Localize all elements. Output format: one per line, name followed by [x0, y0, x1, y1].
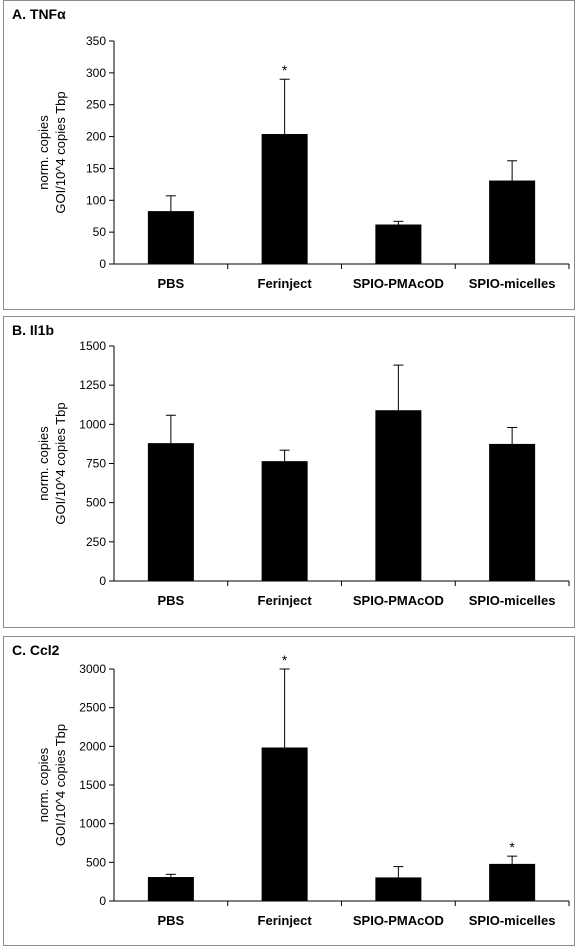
panel-tnfa: A. TNFα 0 50 100 150 200 250 300 350 norm. copie… — [3, 0, 575, 310]
y-axis-label: norm. copies — [36, 115, 51, 190]
bar — [147, 877, 194, 901]
y-tick-label: 0 — [99, 257, 106, 271]
y-tick-label: 150 — [86, 161, 106, 175]
bar — [147, 443, 194, 581]
panel-ccl2: C. Ccl2 0 500 1000 1500 2000 2500 3000 norm. co… — [3, 636, 575, 946]
y-axis-label: GOI/10^4 copies Tbp — [53, 91, 68, 213]
y-tick-label: 2500 — [79, 701, 106, 715]
significance-marker: * — [282, 652, 288, 668]
y-tick-label: 300 — [86, 66, 106, 80]
y-tick-label: 1000 — [79, 417, 106, 431]
chart-il1b: 0 250 500 750 1000 1250 1500 norm. copies GOI/10… — [36, 339, 570, 608]
significance-marker: * — [509, 839, 515, 855]
x-tick-label: SPIO-micelles — [469, 276, 556, 291]
y-tick-label: 500 — [86, 496, 106, 510]
bar — [489, 863, 536, 901]
x-tick-label: PBS — [158, 593, 185, 608]
y-axis-label: norm. copies — [36, 426, 51, 501]
x-tick-label: SPIO-micelles — [469, 913, 556, 928]
y-tick-label: 50 — [93, 225, 107, 239]
x-tick-label: SPIO-micelles — [469, 593, 556, 608]
y-axis-label: GOI/10^4 copies Tbp — [53, 724, 68, 846]
x-tick-label: SPIO-PMAcOD — [353, 593, 444, 608]
y-tick-label: 1500 — [79, 778, 106, 792]
chart-ccl2: 0 500 1000 1500 2000 2500 3000 norm. copies GOI/… — [36, 652, 570, 928]
y-tick-label: 2000 — [79, 739, 106, 753]
chart-title: A. TNFα — [12, 6, 66, 22]
bar — [261, 461, 308, 581]
y-tick-label: 0 — [99, 894, 106, 908]
x-tick-label: SPIO-PMAcOD — [353, 913, 444, 928]
y-tick-label: 250 — [86, 98, 106, 112]
x-tick-label: PBS — [158, 276, 185, 291]
bar — [375, 877, 422, 901]
bar — [147, 211, 194, 264]
x-tick-label: SPIO-PMAcOD — [353, 276, 444, 291]
x-tick-label: Ferinject — [258, 913, 313, 928]
chart-title: B. Il1b — [12, 322, 55, 338]
x-tick-label: Ferinject — [258, 593, 313, 608]
bar — [375, 410, 422, 581]
bar — [375, 224, 422, 264]
bar — [489, 443, 536, 581]
x-tick-label: PBS — [158, 913, 185, 928]
panel-il1b: B. Il1b 0 250 500 750 1000 1250 1500 norm. copi… — [3, 316, 575, 628]
significance-marker: * — [282, 62, 288, 78]
y-tick-label: 1500 — [79, 339, 106, 353]
y-tick-label: 0 — [99, 574, 106, 588]
y-axis-label: norm. copies — [36, 747, 51, 822]
y-tick-label: 250 — [86, 535, 106, 549]
y-tick-label: 200 — [86, 130, 106, 144]
y-tick-label: 350 — [86, 34, 106, 48]
y-tick-label: 1250 — [79, 378, 106, 392]
chart-tnfa: 0 50 100 150 200 250 300 350 norm. copies GOI/10^… — [36, 34, 570, 291]
bar — [261, 134, 308, 264]
bar — [489, 180, 536, 264]
y-tick-label: 750 — [86, 457, 106, 471]
x-tick-label: Ferinject — [258, 276, 313, 291]
y-tick-label: 1000 — [79, 817, 106, 831]
y-tick-label: 100 — [86, 193, 106, 207]
y-axis-label: GOI/10^4 copies Tbp — [53, 402, 68, 524]
bar — [261, 747, 308, 901]
chart-title: C. Ccl2 — [12, 642, 60, 658]
y-tick-label: 3000 — [79, 662, 106, 676]
y-tick-label: 500 — [86, 855, 106, 869]
